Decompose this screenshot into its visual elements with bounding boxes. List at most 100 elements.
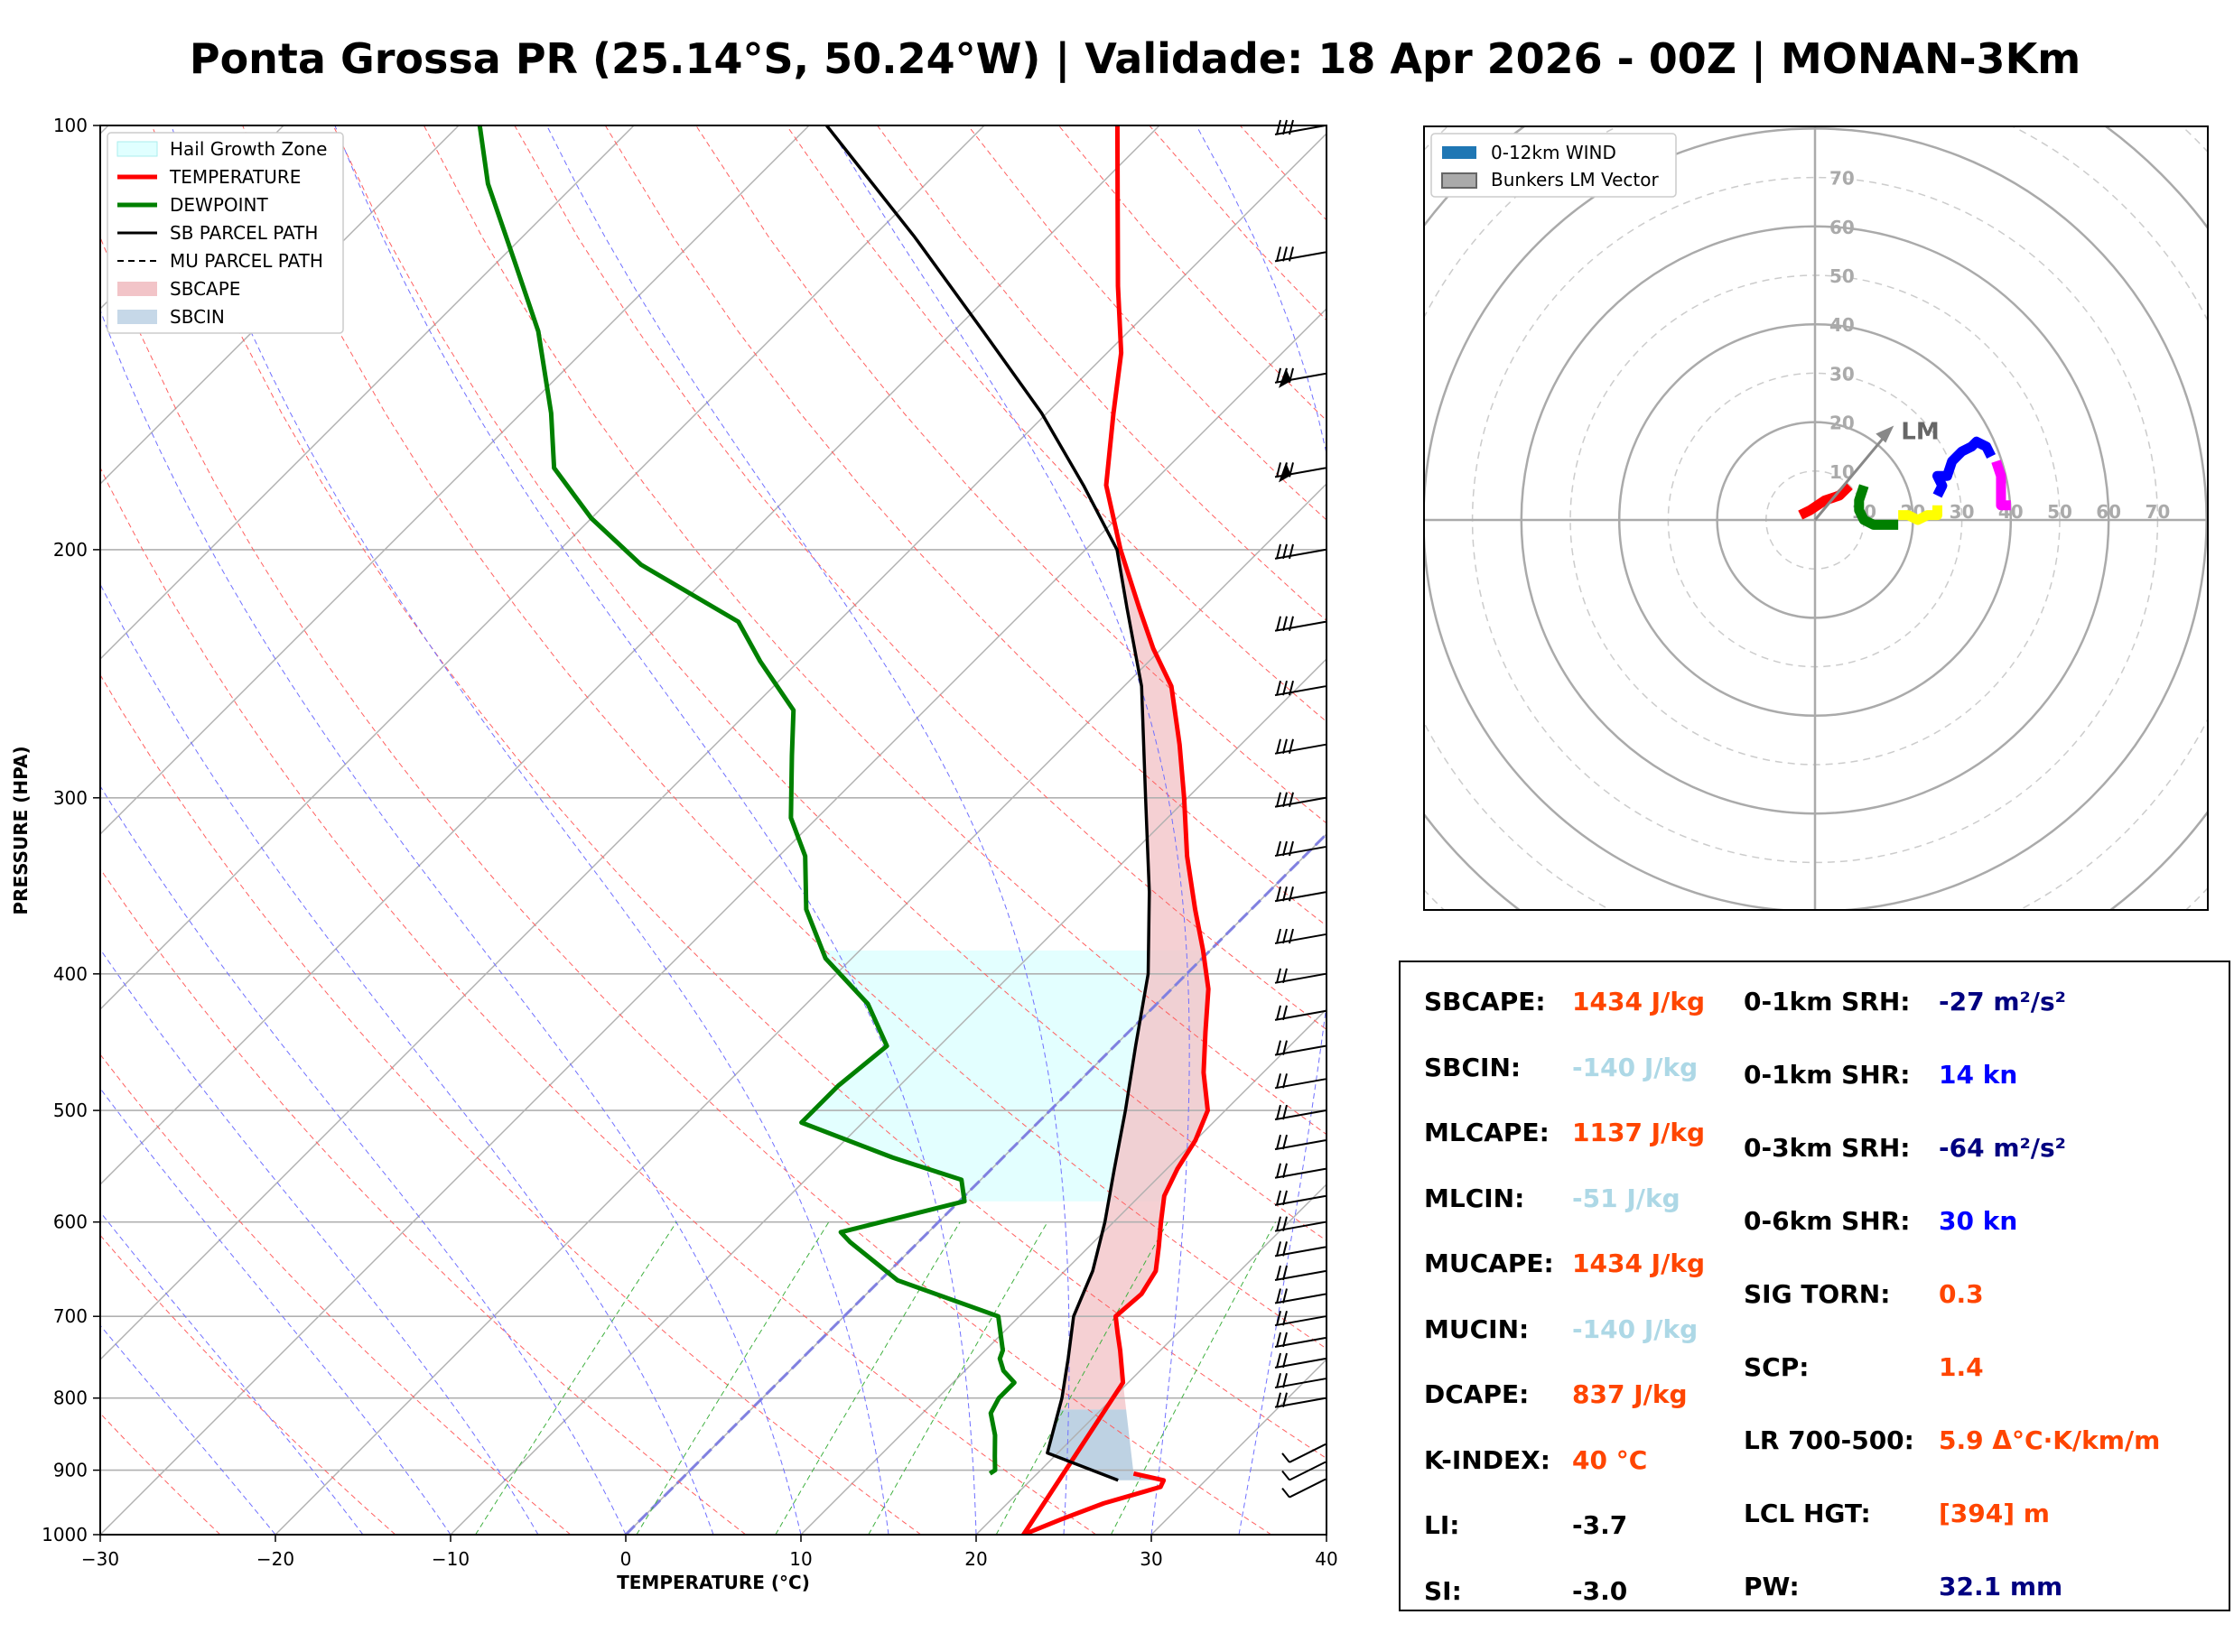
stat-label: SIG TORN:	[1744, 1279, 1891, 1309]
stat-value: -140 J/kg	[1572, 1313, 1699, 1344]
legend-entry: Hail Growth Zone	[116, 138, 327, 160]
stat-value: 30 kn	[1939, 1206, 2018, 1236]
stat-value: -64 m²/s²	[1939, 1133, 2066, 1163]
isotherm-line	[100, 308, 1326, 1535]
x-axis-label: TEMPERATURE (°C)	[617, 1572, 810, 1593]
y-tick-label: 500	[53, 1100, 88, 1121]
dry-adiabat	[100, 466, 1097, 1535]
hail-growth-zone	[801, 950, 1209, 1202]
stat-label: PW:	[1744, 1572, 1800, 1601]
skewt-legend-box	[107, 132, 344, 334]
isotherm-line	[100, 125, 635, 660]
wind-barb	[1274, 1352, 1326, 1369]
isotherm-line	[100, 133, 1326, 1360]
stat-value: 40 °C	[1572, 1444, 1648, 1475]
wind-barb	[1274, 886, 1326, 903]
isotherm-line	[100, 125, 810, 835]
wind-barb	[1281, 1461, 1326, 1481]
dry-adiabat	[100, 1412, 221, 1535]
wind-barb	[1274, 1040, 1326, 1056]
moist-adiabat	[100, 1211, 364, 1535]
wind-barb	[1274, 616, 1326, 632]
y-tick-label: 300	[53, 787, 88, 809]
wind-barb	[1274, 1073, 1326, 1090]
wind-barb	[1274, 1241, 1326, 1258]
y-tick-label: 700	[53, 1305, 88, 1327]
svg-text:DEWPOINT: DEWPOINT	[170, 194, 268, 216]
stat-label: 0-6km SHR:	[1744, 1206, 1911, 1236]
x-tick-label: 40	[1315, 1548, 1337, 1570]
dry-adiabat	[332, 125, 1326, 1242]
y-tick-label: 800	[53, 1387, 88, 1409]
legend-entry: SBCIN	[117, 306, 225, 328]
wind-barb	[1281, 1443, 1326, 1463]
isotherm-line	[100, 125, 1160, 1185]
stat-value: 1434 J/kg	[1572, 1248, 1705, 1278]
temperature-profile	[1020, 125, 1211, 1535]
isotherm-line	[100, 125, 284, 310]
isotherm-line	[100, 125, 985, 1010]
mixing-ratio-line	[868, 1221, 1048, 1535]
dry-adiabat	[151, 125, 1326, 1460]
dry-adiabat	[100, 673, 922, 1535]
svg-text:MU PARCEL PATH: MU PARCEL PATH	[170, 250, 323, 272]
mixing-ratio-line	[1110, 1221, 1276, 1535]
wind-barb	[1274, 928, 1326, 945]
x-tick-label: −20	[256, 1548, 294, 1570]
mixing-ratio-line	[775, 1221, 961, 1535]
svg-text:SBCIN: SBCIN	[170, 306, 225, 328]
stat-value: -51 J/kg	[1572, 1183, 1680, 1213]
svg-text:SBCAPE: SBCAPE	[170, 278, 240, 300]
wind-barb	[1274, 1288, 1326, 1304]
moist-adiabat	[100, 1324, 276, 1535]
moist-adiabat	[171, 125, 889, 1535]
sb-parcel-path	[825, 125, 1151, 1482]
wind-barb	[1274, 792, 1326, 808]
svg-text:TEMPERATURE: TEMPERATURE	[169, 166, 301, 188]
dry-adiabat	[100, 868, 747, 1535]
moist-adiabat	[100, 583, 714, 1535]
wind-barb	[1274, 680, 1326, 697]
x-tick-label: −30	[81, 1548, 119, 1570]
stat-label: MLCIN:	[1424, 1183, 1525, 1213]
y-tick-label: 400	[53, 963, 88, 985]
stat-value: 1137 J/kg	[1572, 1118, 1705, 1147]
stat-value: 837 J/kg	[1572, 1379, 1688, 1409]
wind-barb	[1274, 1372, 1326, 1389]
legend-entry: SBCAPE	[117, 278, 240, 300]
stat-value: -3.0	[1572, 1575, 1628, 1606]
stat-value: 1.4	[1939, 1352, 1984, 1382]
moist-adiabat	[100, 784, 627, 1535]
y-tick-label: 1000	[42, 1524, 88, 1545]
wind-barb	[1274, 1190, 1326, 1206]
stat-label: MUCAPE:	[1424, 1248, 1554, 1278]
stat-value: 1434 J/kg	[1572, 987, 1705, 1016]
dry-adiabat	[695, 125, 1326, 824]
stat-value: -27 m²/s²	[1939, 987, 2066, 1016]
sbcape-area	[1058, 549, 1209, 1410]
page-title: Ponta Grossa PR (25.14°S, 50.24°W) | Val…	[189, 34, 2081, 83]
stat-label: SBCAPE:	[1424, 987, 1546, 1016]
wind-barb	[1274, 367, 1326, 388]
stat-label: DCAPE:	[1424, 1379, 1530, 1409]
stat-label: MLCAPE:	[1424, 1118, 1550, 1147]
stat-value: -3.7	[1572, 1510, 1628, 1540]
mixing-ratio-line	[475, 1221, 677, 1535]
moist-adiabat	[334, 125, 977, 1535]
mixing-ratio-line	[995, 1221, 1168, 1535]
stat-label: LI:	[1424, 1510, 1460, 1540]
wind-barb	[1274, 1310, 1326, 1327]
stat-value: 0.3	[1939, 1279, 1984, 1309]
svg-text:SB PARCEL PATH: SB PARCEL PATH	[170, 222, 318, 244]
moist-adiabat	[828, 125, 1190, 1535]
stat-label: LR 700-500:	[1744, 1425, 1914, 1455]
isotherm-line	[975, 1183, 1326, 1535]
x-tick-label: 0	[620, 1548, 632, 1570]
stat-label: SI:	[1424, 1575, 1462, 1606]
skew-t-frame	[99, 125, 1327, 1536]
y-tick-label: 900	[53, 1460, 88, 1481]
wind-barb	[1274, 1005, 1326, 1021]
x-tick-label: 20	[964, 1548, 987, 1570]
stat-label: K-INDEX:	[1424, 1444, 1550, 1475]
